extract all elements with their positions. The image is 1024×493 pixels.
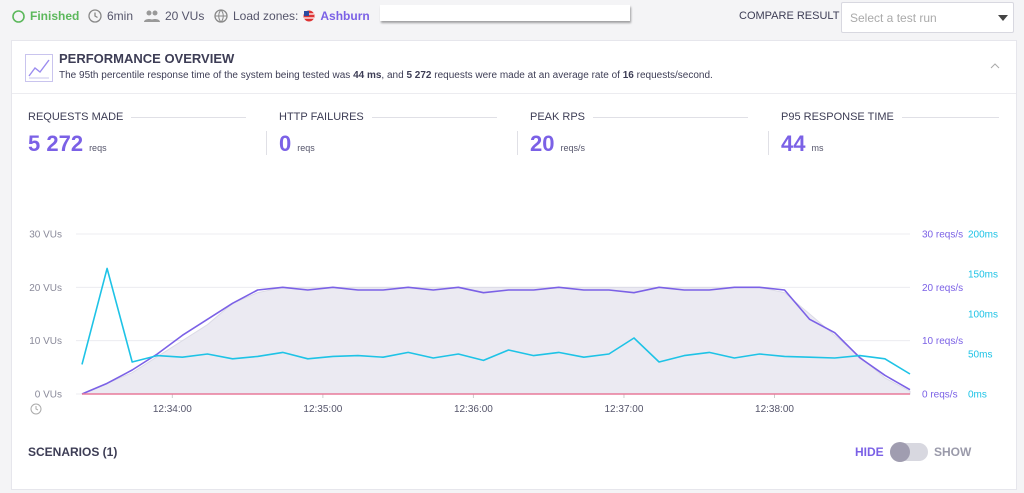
chart: 0 VUs 10 VUs 20 VUs 30 VUs 0 reqs/s 10 reqs/s…: [29, 230, 998, 416]
tick-label: 30 reqs/s: [922, 230, 963, 241]
tick-label: 0ms: [968, 390, 987, 401]
dropdown-arrow: [998, 15, 1008, 21]
metric-unit: ms: [811, 143, 824, 153]
metric-rule: [593, 116, 748, 118]
metric-value: 5 272: [28, 131, 84, 156]
load-zone[interactable]: Ashburn: [320, 9, 370, 23]
metric-separator: [266, 131, 267, 155]
tick-label: 20 reqs/s: [922, 283, 963, 294]
compare-placeholder: Select a test run: [850, 11, 937, 25]
metric-label-text: PEAK RPS: [530, 111, 586, 123]
divider: [12, 93, 1016, 94]
metric-value-row: 20 reqs/s: [530, 131, 748, 157]
overview-panel: PERFORMANCE OVERVIEW The 95th percentile…: [11, 40, 1017, 490]
metric-label: PEAK RPS: [530, 111, 748, 123]
users-icon: [144, 10, 160, 22]
tick-label: 0 reqs/s: [922, 390, 958, 401]
metric-label: HTTP FAILURES: [279, 111, 497, 123]
metric-label: REQUESTS MADE: [28, 111, 246, 123]
tick-label: 50ms: [968, 350, 992, 361]
metric-value-row: 44 ms: [781, 131, 999, 157]
summary-text: requests/second.: [633, 70, 713, 81]
metric-value-row: 0 reqs: [279, 131, 497, 157]
x-tick-label: 12:36:00: [454, 404, 493, 415]
series-line: [81, 286, 911, 395]
vus: 20 VUs: [144, 6, 204, 26]
metric-unit: reqs: [297, 143, 315, 153]
tick-label: 100ms: [968, 310, 998, 321]
tick-label: 200ms: [968, 230, 998, 241]
metric-separator: [517, 131, 518, 155]
metric: HTTP FAILURES 0 reqs: [279, 111, 497, 161]
area: [81, 286, 911, 395]
tick-label: 20 VUs: [29, 283, 62, 294]
overview-title: PERFORMANCE OVERVIEW: [59, 51, 235, 66]
metric-value: 44: [781, 131, 806, 156]
x-tick-label: 12:38:00: [755, 404, 794, 415]
metric-unit: reqs/s: [560, 143, 585, 153]
metric-label: P95 RESPONSE TIME: [781, 111, 999, 123]
status-text: Finished: [30, 9, 80, 23]
globe-icon: [214, 9, 228, 23]
hide-label[interactable]: HIDE: [855, 445, 884, 459]
metric-value: 20: [530, 131, 555, 156]
tick-label: 30 VUs: [29, 230, 62, 241]
x-tick-label: 12:34:00: [153, 404, 192, 415]
metric-label-text: P95 RESPONSE TIME: [781, 111, 894, 123]
clock-icon: [88, 9, 102, 23]
overview-summary: The 95th percentile response time of the…: [59, 70, 713, 81]
blank-box: [380, 5, 630, 21]
vus-text: 20 VUs: [165, 9, 205, 23]
summary-text: , and: [381, 70, 407, 81]
tick-label: 150ms: [968, 270, 998, 281]
compare-select[interactable]: Select a test run: [841, 2, 1014, 33]
flag-icon: [303, 10, 315, 22]
load-zones-label: Load zones:: [233, 9, 299, 23]
metric: PEAK RPS 20 reqs/s: [530, 111, 748, 161]
summary-value: 5 272: [406, 70, 432, 81]
series-line: [81, 267, 911, 375]
load-zones: Load zones: Ashburn: [214, 6, 370, 26]
metric: P95 RESPONSE TIME 44 ms: [781, 111, 999, 161]
metric-label-text: REQUESTS MADE: [28, 111, 124, 123]
tick-label: 10 reqs/s: [922, 336, 963, 347]
toggle[interactable]: [886, 441, 930, 463]
summary-text: requests were made at an average rate of: [431, 70, 623, 81]
metric-label-text: HTTP FAILURES: [279, 111, 364, 123]
tick-label: 10 VUs: [29, 336, 62, 347]
status-icon: [12, 9, 25, 23]
duration: 6min: [88, 6, 133, 26]
scenarios-title: SCENARIOS (1): [28, 445, 118, 459]
summary-value: 44 ms: [353, 70, 382, 81]
show-label[interactable]: SHOW: [934, 445, 972, 459]
metric-rule: [371, 116, 497, 118]
x-tick-label: 12:35:00: [303, 404, 342, 415]
x-axis-clock: [30, 403, 42, 415]
metric-separator: [768, 131, 769, 155]
overview-icon: [25, 54, 53, 82]
metric-rule: [131, 116, 246, 118]
compare-label: COMPARE RESULT: [739, 10, 840, 22]
metric-unit: reqs: [89, 143, 107, 153]
summary-text: The 95th percentile response time of the…: [59, 70, 354, 81]
collapse-icon[interactable]: [990, 63, 1000, 69]
metric-value: 0: [279, 131, 292, 156]
duration-text: 6min: [107, 9, 134, 23]
metric-rule: [901, 116, 999, 118]
tick-label: 0 VUs: [35, 390, 62, 401]
status: Finished: [12, 6, 79, 26]
metric: REQUESTS MADE 5 272 reqs: [28, 111, 246, 161]
summary-value: 16: [622, 70, 634, 81]
metric-value-row: 5 272 reqs: [28, 131, 246, 157]
x-tick-label: 12:37:00: [604, 404, 643, 415]
